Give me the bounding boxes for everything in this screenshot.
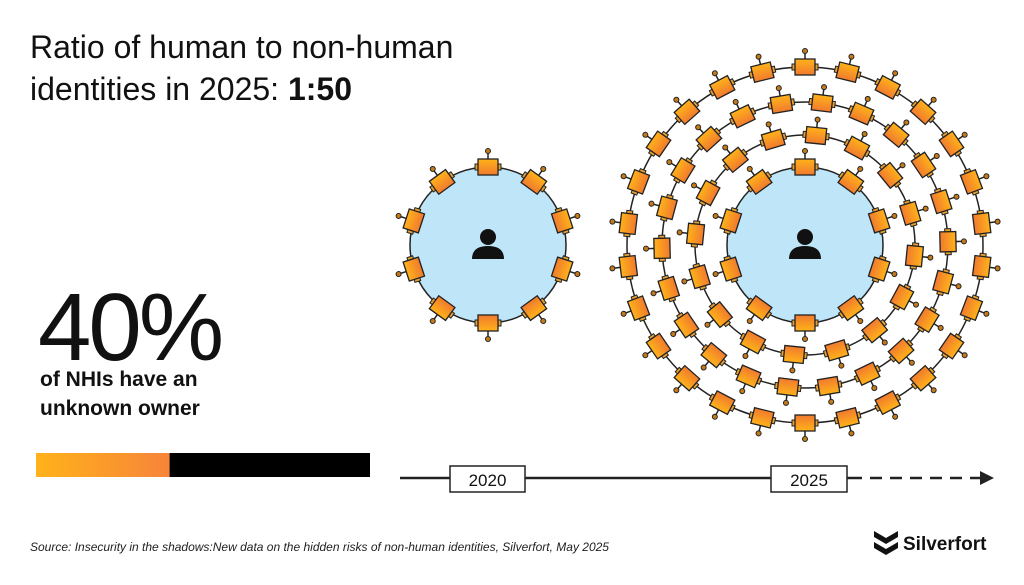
robot-body [795,315,815,331]
robot-antenna-tip [610,219,616,225]
robot-antenna-tip [815,117,820,122]
robot-antenna-tip [803,49,808,54]
robot-body [940,232,956,252]
robot-body [811,94,833,112]
stat-value: 40% [38,274,221,381]
robot-antenna-tip [848,54,854,60]
robot-body [687,223,705,244]
robot-body [817,377,839,396]
person-head [797,229,813,245]
robot-body [795,159,815,175]
robot-antenna-tip [790,368,795,373]
robot-antenna-tip [643,246,648,251]
person-head [480,229,496,245]
robot-antenna-tip [783,400,789,406]
robot-antenna-tip [677,230,682,235]
robot-antenna-tip [961,239,966,244]
robot-body [770,94,792,113]
robot-antenna-tip [821,84,827,90]
title-line: identities in 2025: 1:50 [30,71,352,107]
robot-antenna-tip [803,437,808,442]
stat-caption: of NHIs have an [40,368,198,391]
source-note: Source: Insecurity in the shadows:New da… [30,540,609,554]
robot-antenna-tip [928,255,933,260]
robot-body [973,213,991,235]
robot-body [783,345,804,363]
stat-caption: unknown owner [40,397,200,420]
robot-body [777,378,799,396]
robot-body [619,213,637,235]
robot-body [619,256,637,278]
robot-antenna-tip [610,266,616,272]
robot-body [478,159,498,175]
robot-antenna-tip [995,219,1001,225]
robot-body [905,245,923,266]
robot-body [478,315,498,331]
title-ratio: 1:50 [288,71,352,107]
title-line: Ratio of human to non-human [30,29,453,65]
robot-body [805,127,826,145]
robot-body [973,256,991,278]
robot-antenna-tip [828,399,834,405]
progress-fill [36,453,170,477]
robot-antenna-tip [803,149,808,154]
year-label: 2020 [469,471,507,490]
robot-body [654,238,670,258]
robot-antenna-tip [803,337,808,342]
title-text: identities in 2025: [30,71,279,107]
robot-antenna-tip [756,54,762,60]
robot-antenna-tip [848,430,854,436]
robot-antenna-tip [995,266,1001,272]
robot-body [795,59,815,75]
robot-body [795,415,815,431]
brand-name: Silverfort [903,534,987,555]
year-label: 2025 [790,471,828,490]
robot-antenna-tip [486,149,491,154]
robot-antenna-tip [756,430,762,436]
robot-antenna-tip [776,85,782,91]
robot-antenna-tip [486,337,491,342]
